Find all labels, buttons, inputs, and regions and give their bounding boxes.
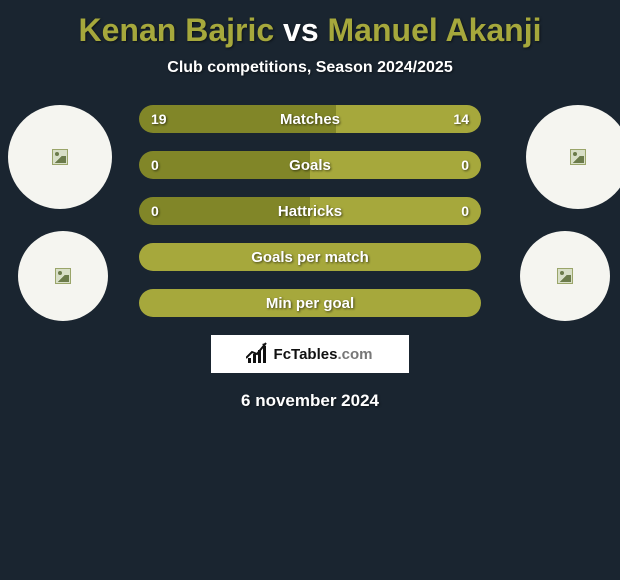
image-placeholder-icon [55, 268, 71, 284]
stat-value-right: 14 [453, 111, 469, 127]
stat-bar: 19 14 Matches [139, 105, 481, 133]
player2-club-avatar [520, 231, 610, 321]
stat-label: Goals per match [251, 249, 369, 266]
stat-bar: Min per goal [139, 289, 481, 317]
image-placeholder-icon [557, 268, 573, 284]
stat-bar: Goals per match [139, 243, 481, 271]
brand-chart-icon [248, 345, 270, 363]
stat-bar: 0 0 Goals [139, 151, 481, 179]
stat-value-left: 19 [151, 111, 167, 127]
vs-text: vs [283, 12, 319, 48]
main-area: 19 14 Matches 0 0 Goals 0 0 Hattricks Goals per m… [0, 105, 620, 411]
stat-label: Min per goal [266, 295, 354, 312]
comparison-title: Kenan Bajric vs Manuel Akanji [0, 0, 620, 49]
player1-avatar [8, 105, 112, 209]
stat-value-right: 0 [461, 203, 469, 219]
brand-main: FcTables [274, 346, 338, 363]
player1-name: Kenan Bajric [79, 12, 275, 48]
date-text: 6 november 2024 [0, 391, 620, 411]
stat-value-left: 0 [151, 203, 159, 219]
image-placeholder-icon [570, 149, 586, 165]
stat-label: Goals [289, 157, 331, 174]
subtitle: Club competitions, Season 2024/2025 [0, 59, 620, 77]
stat-bar: 0 0 Hattricks [139, 197, 481, 225]
brand-box: FcTables.com [211, 335, 409, 373]
stat-value-left: 0 [151, 157, 159, 173]
brand-suffix: .com [337, 346, 372, 363]
image-placeholder-icon [52, 149, 68, 165]
player2-name: Manuel Akanji [328, 12, 542, 48]
stat-bars: 19 14 Matches 0 0 Goals 0 0 Hattricks Goals per m… [139, 105, 481, 317]
stat-label: Matches [280, 111, 340, 128]
player1-club-avatar [18, 231, 108, 321]
brand-text: FcTables.com [274, 346, 373, 363]
stat-label: Hattricks [278, 203, 342, 220]
stat-value-right: 0 [461, 157, 469, 173]
player2-avatar [526, 105, 620, 209]
